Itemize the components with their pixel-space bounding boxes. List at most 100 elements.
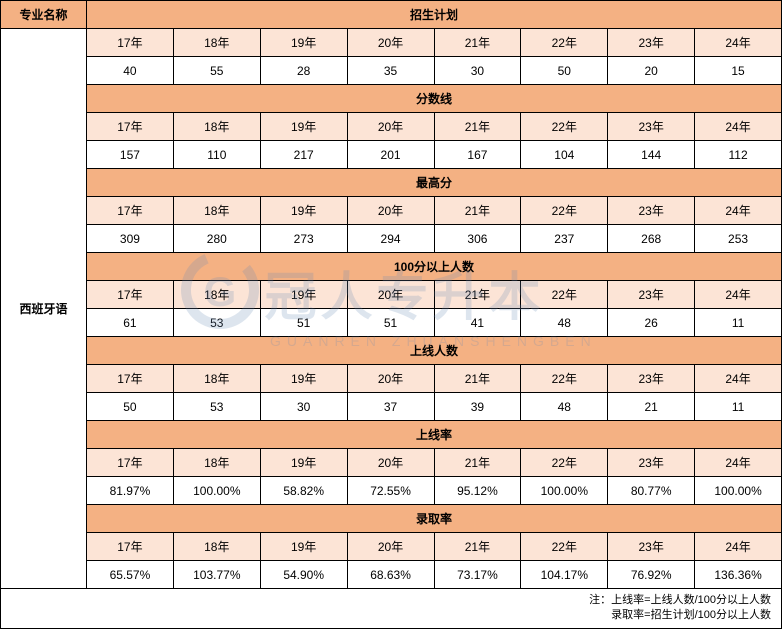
data-cell: 28 xyxy=(260,57,347,85)
major-name-cell: 西班牙语 xyxy=(1,29,87,589)
year-cell: 20年 xyxy=(347,29,434,57)
year-cell: 23年 xyxy=(608,533,695,561)
year-cell: 23年 xyxy=(608,29,695,57)
data-cell: 157 xyxy=(87,141,174,169)
year-cell: 19年 xyxy=(260,29,347,57)
year-cell: 24年 xyxy=(695,281,782,309)
year-cell: 22年 xyxy=(521,449,608,477)
year-cell: 20年 xyxy=(347,281,434,309)
data-cell: 61 xyxy=(87,309,174,337)
year-cell: 22年 xyxy=(521,113,608,141)
year-cell: 24年 xyxy=(695,113,782,141)
year-cell: 17年 xyxy=(87,533,174,561)
data-cell: 144 xyxy=(608,141,695,169)
section-header: 录取率 xyxy=(87,505,782,533)
year-cell: 21年 xyxy=(434,113,521,141)
year-cell: 17年 xyxy=(87,281,174,309)
data-cell: 80.77% xyxy=(608,477,695,505)
year-cell: 21年 xyxy=(434,365,521,393)
year-cell: 19年 xyxy=(260,533,347,561)
section-header: 上线率 xyxy=(87,421,782,449)
year-cell: 23年 xyxy=(608,365,695,393)
data-cell: 95.12% xyxy=(434,477,521,505)
data-cell: 53 xyxy=(173,393,260,421)
year-cell: 21年 xyxy=(434,533,521,561)
data-cell: 30 xyxy=(260,393,347,421)
year-cell: 17年 xyxy=(87,29,174,57)
data-cell: 50 xyxy=(87,393,174,421)
data-table-container: 专业名称招生计划西班牙语17年18年19年20年21年22年23年24年4055… xyxy=(0,0,782,629)
data-cell: 48 xyxy=(521,393,608,421)
data-cell: 51 xyxy=(347,309,434,337)
year-cell: 19年 xyxy=(260,449,347,477)
year-cell: 22年 xyxy=(521,365,608,393)
data-cell: 21 xyxy=(608,393,695,421)
col-major-header: 专业名称 xyxy=(1,1,87,29)
year-cell: 24年 xyxy=(695,29,782,57)
data-cell: 35 xyxy=(347,57,434,85)
data-cell: 72.55% xyxy=(347,477,434,505)
year-cell: 20年 xyxy=(347,449,434,477)
data-cell: 81.97% xyxy=(87,477,174,505)
year-cell: 23年 xyxy=(608,113,695,141)
data-cell: 26 xyxy=(608,309,695,337)
section-header: 分数线 xyxy=(87,85,782,113)
year-cell: 17年 xyxy=(87,365,174,393)
year-cell: 23年 xyxy=(608,197,695,225)
year-cell: 20年 xyxy=(347,365,434,393)
data-cell: 73.17% xyxy=(434,561,521,589)
data-cell: 53 xyxy=(173,309,260,337)
data-cell: 306 xyxy=(434,225,521,253)
year-cell: 18年 xyxy=(173,365,260,393)
year-cell: 20年 xyxy=(347,533,434,561)
data-cell: 40 xyxy=(87,57,174,85)
year-cell: 18年 xyxy=(173,533,260,561)
year-cell: 19年 xyxy=(260,197,347,225)
year-cell: 22年 xyxy=(521,197,608,225)
data-cell: 65.57% xyxy=(87,561,174,589)
data-cell: 50 xyxy=(521,57,608,85)
data-cell: 41 xyxy=(434,309,521,337)
data-cell: 100.00% xyxy=(521,477,608,505)
section-header: 100分以上人数 xyxy=(87,253,782,281)
year-cell: 18年 xyxy=(173,197,260,225)
year-cell: 21年 xyxy=(434,29,521,57)
year-cell: 23年 xyxy=(608,281,695,309)
year-cell: 22年 xyxy=(521,281,608,309)
year-cell: 24年 xyxy=(695,197,782,225)
data-cell: 58.82% xyxy=(260,477,347,505)
year-cell: 18年 xyxy=(173,29,260,57)
data-cell: 273 xyxy=(260,225,347,253)
year-cell: 20年 xyxy=(347,197,434,225)
year-cell: 23年 xyxy=(608,449,695,477)
data-cell: 104.17% xyxy=(521,561,608,589)
data-cell: 253 xyxy=(695,225,782,253)
year-cell: 17年 xyxy=(87,449,174,477)
year-cell: 19年 xyxy=(260,365,347,393)
year-cell: 24年 xyxy=(695,449,782,477)
year-cell: 24年 xyxy=(695,365,782,393)
data-cell: 237 xyxy=(521,225,608,253)
data-cell: 55 xyxy=(173,57,260,85)
year-cell: 24年 xyxy=(695,533,782,561)
data-cell: 110 xyxy=(173,141,260,169)
data-cell: 201 xyxy=(347,141,434,169)
data-cell: 167 xyxy=(434,141,521,169)
data-cell: 76.92% xyxy=(608,561,695,589)
year-cell: 17年 xyxy=(87,113,174,141)
admission-data-table: 专业名称招生计划西班牙语17年18年19年20年21年22年23年24年4055… xyxy=(0,0,782,629)
year-cell: 20年 xyxy=(347,113,434,141)
data-cell: 280 xyxy=(173,225,260,253)
note-cell: 注：上线率=上线人数/100分以上人数录取率=招生计划/100分以上人数 xyxy=(1,589,782,629)
data-cell: 100.00% xyxy=(173,477,260,505)
section-header: 上线人数 xyxy=(87,337,782,365)
data-cell: 217 xyxy=(260,141,347,169)
data-cell: 103.77% xyxy=(173,561,260,589)
section-header: 招生计划 xyxy=(87,1,782,29)
year-cell: 21年 xyxy=(434,281,521,309)
year-cell: 22年 xyxy=(521,533,608,561)
data-cell: 54.90% xyxy=(260,561,347,589)
section-header: 最高分 xyxy=(87,169,782,197)
data-cell: 112 xyxy=(695,141,782,169)
year-cell: 22年 xyxy=(521,29,608,57)
